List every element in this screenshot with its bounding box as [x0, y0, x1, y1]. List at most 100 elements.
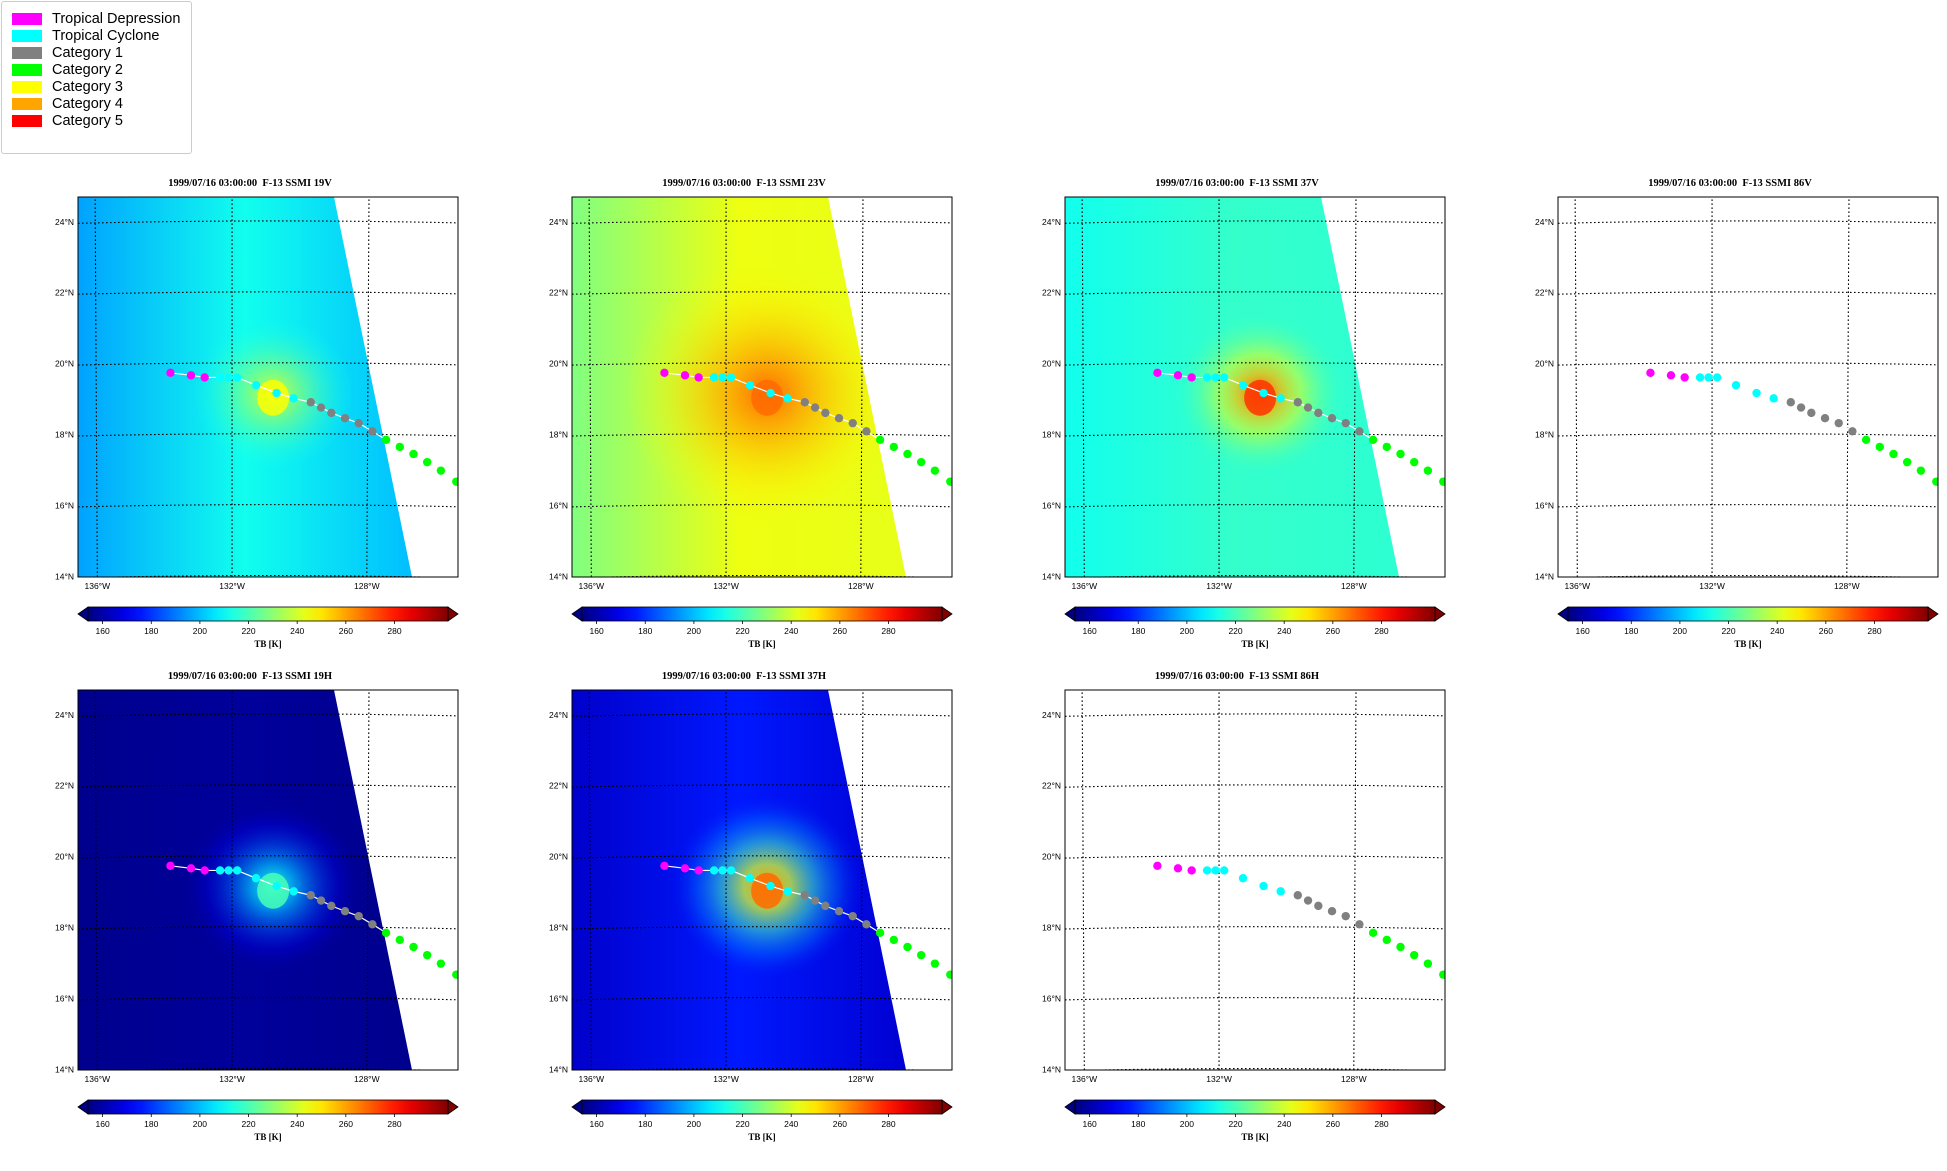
track-point — [1731, 381, 1741, 390]
track-point — [215, 373, 225, 382]
colorbar-tick-label: 240 — [290, 626, 304, 636]
track-point — [889, 442, 899, 452]
track-point — [1173, 371, 1183, 380]
track-point — [1786, 398, 1795, 407]
colorbar-tick-label: 220 — [1228, 626, 1242, 636]
lon-tick-label: 132°W — [1206, 1074, 1232, 1084]
track-point — [224, 373, 233, 382]
track-point — [1303, 403, 1313, 412]
colorbar-label: TB [K] — [1734, 639, 1761, 649]
parallel-line — [1065, 855, 1445, 859]
lon-tick-label: 136°W — [1072, 581, 1098, 591]
map-panel: 1999/07/16 03:00:00 F-13 SSMI 19H 14°N 16°… — [20, 671, 480, 1171]
track-point — [1219, 373, 1229, 382]
colorbar-tick-label: 240 — [1277, 626, 1291, 636]
track-point — [726, 373, 736, 382]
legend-item: Category 3 — [12, 78, 123, 96]
parallel-line — [78, 926, 458, 930]
track-point — [1889, 449, 1898, 459]
colorbar: 160 180 200 220 240 260 280 TB [K] — [1064, 1099, 1446, 1142]
map-frame — [1064, 196, 1446, 578]
track-point — [694, 866, 703, 875]
lat-tick-label: 18°N — [549, 430, 568, 440]
track-point — [1259, 881, 1268, 891]
parallel-line — [1065, 926, 1445, 930]
track-point — [1368, 928, 1378, 938]
track-point — [821, 901, 830, 911]
track-point — [215, 866, 225, 875]
colorbar-tick-label: 180 — [1131, 626, 1145, 636]
track-point — [1834, 418, 1843, 428]
meridian-line — [860, 690, 864, 1070]
track-point — [1916, 466, 1926, 475]
map-plot: 14°N 16°N 18°N 20°N 22°N 24°N 136°W 132°W 128°W 1… — [1042, 196, 1446, 649]
map-frame — [77, 689, 459, 1071]
track-point — [1314, 901, 1323, 911]
colorbar-tick-label: 260 — [1326, 1119, 1340, 1129]
map-plot: 14°N 16°N 18°N 20°N 22°N 24°N 136°W 132°W 128°W 1… — [549, 689, 953, 1142]
track-point — [340, 413, 350, 423]
colorbar-tick-label: 200 — [193, 626, 207, 636]
colorbar-tick-label: 200 — [1180, 1119, 1194, 1129]
colorbar-tick-label: 260 — [1326, 626, 1340, 636]
colorbar-tick-label: 280 — [1374, 1119, 1388, 1129]
lat-tick-label: 20°N — [55, 359, 74, 369]
lon-tick-label: 128°W — [354, 581, 380, 591]
lon-tick-label: 128°W — [1341, 1074, 1367, 1084]
track-point — [834, 906, 844, 916]
legend-swatch — [12, 81, 42, 93]
lat-tick-label: 16°N — [55, 500, 74, 510]
track-point — [1680, 373, 1689, 382]
lon-tick-label: 128°W — [848, 581, 874, 591]
meridian-line — [1353, 197, 1357, 577]
track-point — [660, 368, 669, 378]
lat-tick-label: 24°N — [55, 710, 74, 720]
track-point — [1752, 388, 1761, 398]
legend-item: Tropical Cyclone — [12, 27, 159, 45]
meridian-line — [1081, 690, 1085, 1070]
meridian-line — [860, 197, 864, 577]
lon-tick-label: 132°W — [1206, 581, 1232, 591]
track-point — [1646, 368, 1655, 378]
meridian-line — [94, 690, 98, 1070]
panel-title: 1999/07/16 03:00:00 F-13 SSMI 37H — [661, 671, 827, 682]
track-point — [327, 901, 336, 911]
lon-tick-label: 132°W — [713, 581, 739, 591]
legend-swatch — [12, 13, 42, 25]
track-point — [1173, 864, 1183, 873]
lat-tick-label: 16°N — [1042, 500, 1061, 510]
colorbar-tick-label: 180 — [144, 1119, 158, 1129]
track-point — [1355, 427, 1364, 436]
track-point — [395, 935, 405, 945]
track-point — [1396, 942, 1405, 952]
lat-tick-label: 20°N — [1042, 852, 1061, 862]
colorbar-tick-label: 220 — [241, 1119, 255, 1129]
lat-tick-label: 22°N — [55, 288, 74, 298]
colorbar-tick-label: 260 — [833, 626, 847, 636]
track-point — [422, 457, 432, 467]
parallel-line — [78, 784, 458, 788]
colorbar-label: TB [K] — [748, 639, 775, 649]
lat-tick-label: 14°N — [1042, 1064, 1061, 1074]
colorbar-label: TB [K] — [1241, 1132, 1268, 1142]
lat-tick-label: 22°N — [55, 781, 74, 791]
track-point — [916, 950, 926, 960]
parallel-line — [572, 433, 952, 437]
colorbar-tick-label: 180 — [638, 626, 652, 636]
colorbar-tick-label: 200 — [1180, 626, 1194, 636]
colorbar-tick-label: 160 — [1576, 626, 1590, 636]
panel-title: 1999/07/16 03:00:00 F-13 SSMI 19H — [167, 671, 333, 682]
track-point — [452, 477, 458, 486]
track-point — [1820, 413, 1830, 423]
legend-label: Category 1 — [52, 45, 123, 61]
track-point — [745, 381, 755, 390]
track-point — [316, 403, 326, 412]
lat-tick-label: 14°N — [549, 571, 568, 581]
colorbar: 160 180 200 220 240 260 280 TB [K] — [1064, 606, 1446, 649]
parallel-line — [78, 997, 458, 1001]
track-point — [1153, 368, 1162, 378]
parallel-line — [78, 855, 458, 859]
lat-tick-label: 22°N — [549, 781, 568, 791]
track-point — [946, 970, 952, 979]
track-point — [1327, 906, 1337, 916]
